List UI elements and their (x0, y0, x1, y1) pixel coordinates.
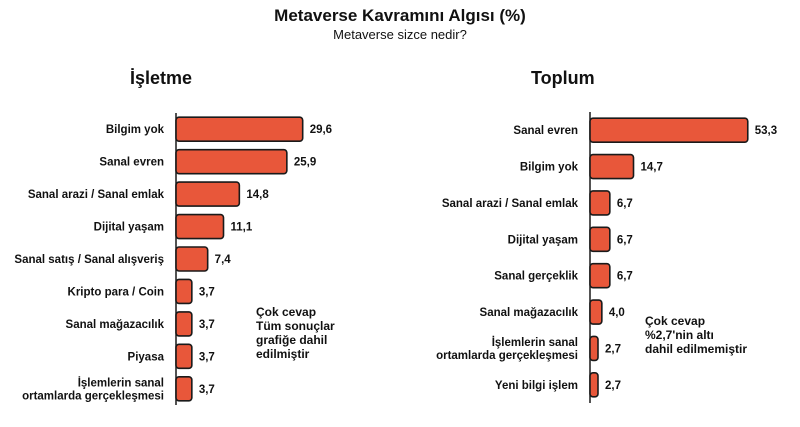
left-category-label-4: Sanal satış / Sanal alışveriş (14, 254, 164, 266)
right-value-label-0: 53,3 (755, 125, 777, 137)
left-category-label-2: Sanal arazi / Sanal emlak (28, 189, 165, 201)
right-bar-3 (589, 226, 611, 253)
right-category-label-2: Sanal arazi / Sanal emlak (442, 198, 579, 210)
chart-subtitle: Metaverse sizce nedir? (333, 27, 467, 42)
left-category-label-5: Kripto para / Coin (68, 286, 164, 298)
left-bar-8 (175, 375, 193, 402)
right-category-label-0: Sanal evren (513, 125, 578, 137)
right-bar-1 (589, 153, 635, 180)
left-value-label-5: 3,7 (199, 286, 215, 298)
right-value-label-1: 14,7 (641, 162, 663, 174)
left-value-label-1: 25,9 (294, 157, 316, 169)
left-category-label-0: Bilgim yok (106, 124, 165, 136)
right-bar-6 (589, 335, 599, 362)
left-value-label-3: 11,1 (231, 222, 253, 234)
right-panel-title: Toplum (531, 68, 595, 88)
right-category-label-7: Yeni bilgi işlem (495, 380, 578, 392)
left-value-label-6: 3,7 (199, 319, 215, 331)
right-category-label-4: Sanal gerçeklik (494, 271, 578, 283)
right-value-label-6: 2,7 (605, 343, 621, 355)
right-bar-7 (589, 372, 599, 398)
left-bar-5 (175, 278, 193, 305)
left-value-label-4: 7,4 (215, 254, 232, 266)
left-bar-0 (175, 116, 304, 143)
left-value-label-8: 3,7 (199, 384, 215, 396)
left-bar-6 (175, 311, 193, 337)
left-value-label-7: 3,7 (199, 351, 215, 363)
left-panel-note: Çok cevap Tüm sonuçlar grafiğe dahil edi… (256, 305, 335, 361)
left-value-label-2: 14,8 (246, 189, 269, 201)
right-bar-4 (589, 262, 611, 289)
chart-title: Metaverse Kavramını Algısı (%) (274, 6, 526, 25)
right-panel-note: Çok cevap %2,7'nin altı dahil edilmemişt… (645, 314, 748, 356)
left-bar-3 (175, 213, 225, 240)
left-panel-title: İşletme (130, 68, 193, 88)
left-bar-2 (175, 181, 241, 207)
right-bar-0 (589, 117, 749, 143)
right-value-label-4: 6,7 (617, 271, 633, 283)
right-bar-2 (589, 190, 611, 216)
left-category-label-3: Dijital yaşam (94, 222, 164, 234)
right-category-label-3: Dijital yaşam (508, 234, 578, 246)
left-bar-4 (175, 246, 209, 272)
right-bar-5 (589, 299, 603, 325)
right-value-label-7: 2,7 (605, 380, 621, 392)
left-bar-1 (175, 148, 288, 175)
left-bar-7 (175, 343, 193, 370)
right-category-label-6: İşlemlerin sanal ortamlarda gerçekleşmesi (436, 336, 578, 362)
right-value-label-3: 6,7 (617, 234, 633, 246)
left-category-label-1: Sanal evren (99, 157, 164, 169)
right-value-label-2: 6,7 (617, 198, 633, 210)
right-category-label-1: Bilgim yok (520, 162, 579, 174)
left-category-label-7: Piyasa (128, 351, 165, 363)
left-category-label-6: Sanal mağazacılık (66, 319, 165, 331)
left-value-label-0: 29,6 (310, 124, 332, 136)
right-category-label-5: Sanal mağazacılık (480, 307, 579, 319)
right-value-label-5: 4,0 (609, 307, 625, 319)
left-category-label-8: İşlemlerin sanal ortamlarda gerçekleşmesi (22, 376, 164, 402)
